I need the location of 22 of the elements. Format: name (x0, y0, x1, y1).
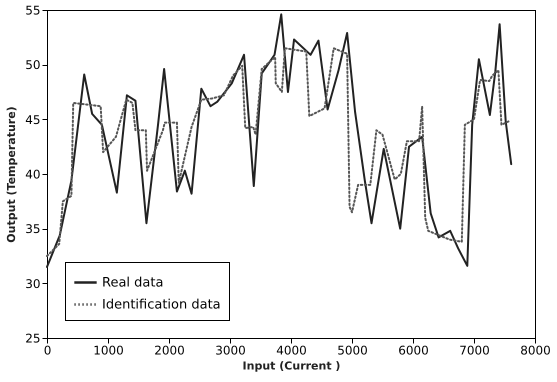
legend-label: Identification data (102, 298, 221, 312)
x-axis-title: Input (Current ) (242, 360, 340, 372)
legend-label: Real data (102, 276, 164, 290)
y-tick-label: 45 (25, 112, 40, 127)
x-tick-label: 2000 (154, 344, 185, 358)
y-tick-label: 50 (25, 58, 40, 72)
line-series (46, 47, 512, 257)
x-tick-label: 8000 (520, 344, 551, 358)
y-tick-label: 35 (25, 222, 40, 236)
y-tick-label: 40 (25, 168, 40, 182)
x-tick-label: 1000 (93, 344, 124, 358)
y-axis-title: Output (Temperature) (5, 106, 18, 243)
x-tick-label: 6000 (398, 344, 429, 358)
y-tick-label: 25 (25, 332, 40, 346)
x-tick-label: 3000 (215, 344, 246, 358)
x-tick-label: 0 (44, 344, 52, 358)
y-tick-label: 30 (25, 276, 40, 291)
x-tick-label: 4000 (276, 344, 307, 358)
x-tick-label: 5000 (337, 344, 368, 358)
line-series (46, 13, 512, 268)
y-tick-label: 55 (25, 4, 40, 18)
x-tick-label: 7000 (459, 344, 490, 358)
